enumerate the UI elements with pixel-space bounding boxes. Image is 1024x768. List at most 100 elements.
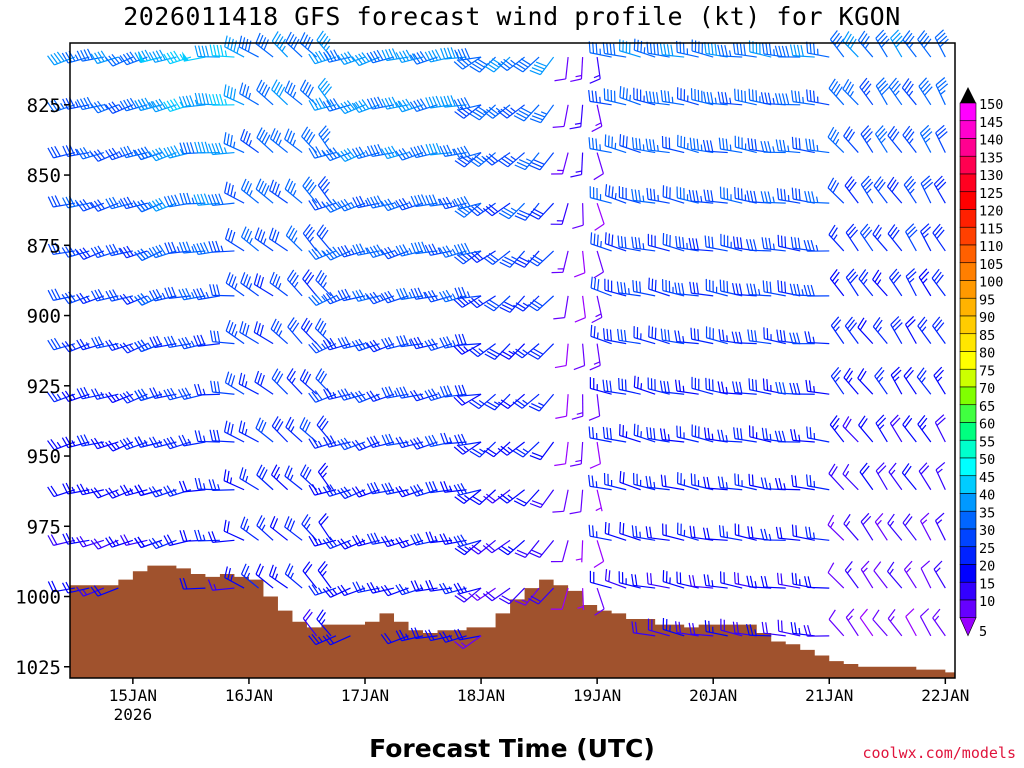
wind-barb xyxy=(676,472,699,491)
wind-barb xyxy=(569,489,584,515)
credit-link[interactable]: coolwx.com/models xyxy=(862,744,1016,762)
wind-barb xyxy=(149,335,177,349)
wind-barb xyxy=(748,88,772,106)
colorbar-label: 90 xyxy=(979,310,995,326)
wind-barb xyxy=(366,291,395,305)
wind-barb xyxy=(604,232,627,252)
wind-barb xyxy=(574,295,586,323)
wind-barb xyxy=(90,149,119,162)
wind-barb xyxy=(256,127,274,154)
wind-barb xyxy=(105,487,134,499)
wind-barb xyxy=(366,532,395,545)
wind-barb xyxy=(919,124,933,153)
wind-barb xyxy=(844,316,859,344)
wind-barb xyxy=(337,336,366,349)
wind-barb xyxy=(602,328,627,345)
wind-barb xyxy=(806,474,830,491)
wind-barb xyxy=(732,381,757,395)
wind-barb xyxy=(299,369,318,395)
wind-barb xyxy=(395,386,424,399)
wind-barb xyxy=(748,425,772,443)
wind-barb xyxy=(718,329,743,345)
wind-barb xyxy=(590,324,612,345)
wind-barb xyxy=(453,483,482,496)
wind-barb xyxy=(105,196,134,210)
wind-barb xyxy=(917,316,932,344)
wind-barb xyxy=(268,227,288,252)
wind-barb xyxy=(512,56,540,73)
wind-barb xyxy=(302,561,318,589)
wind-barb xyxy=(286,368,303,395)
wind-barb xyxy=(454,286,482,300)
wind-barb xyxy=(271,31,289,58)
wind-barb xyxy=(302,269,318,297)
wind-barb xyxy=(602,426,627,443)
wind-barb xyxy=(207,579,235,591)
wind-barb xyxy=(554,56,569,82)
wind-barb xyxy=(438,631,467,643)
wind-barb xyxy=(193,334,220,347)
colorbar-label: 150 xyxy=(979,97,1003,113)
x-axis-title: Forecast Time (UTC) xyxy=(369,734,655,763)
wind-barb xyxy=(224,228,245,252)
wind-barb xyxy=(791,524,815,541)
wind-barb xyxy=(803,239,830,252)
wind-barb xyxy=(603,473,627,491)
wind-barb xyxy=(395,98,424,113)
wind-barb xyxy=(255,32,274,58)
wind-barb xyxy=(239,82,259,106)
wind-barb xyxy=(134,293,163,306)
wind-barb xyxy=(253,273,274,297)
wind-barb xyxy=(842,78,859,106)
wind-barb xyxy=(527,250,555,267)
wind-barb xyxy=(761,621,786,637)
wind-barb xyxy=(119,391,148,404)
wind-barb xyxy=(588,394,601,421)
wind-barb xyxy=(90,585,119,597)
wind-barb xyxy=(302,608,318,637)
wind-barb xyxy=(717,476,743,491)
wind-barb xyxy=(805,138,830,154)
wind-barb xyxy=(482,202,511,217)
plot-border xyxy=(69,42,956,679)
wind-barb xyxy=(134,388,163,402)
wind-barb xyxy=(619,134,641,154)
wind-barb xyxy=(239,467,259,491)
colorbar-swatch xyxy=(959,315,977,335)
wind-barb xyxy=(618,571,641,589)
wind-barb xyxy=(631,137,656,154)
wind-barb xyxy=(662,185,685,204)
wind-barb xyxy=(901,78,917,106)
wind-barb xyxy=(438,289,467,303)
wind-barb xyxy=(618,39,641,58)
wind-barb xyxy=(62,532,90,545)
wind-barb xyxy=(513,489,540,507)
wind-barb xyxy=(90,487,119,499)
wind-barb xyxy=(888,268,903,297)
wind-barb xyxy=(689,525,714,541)
wind-barb xyxy=(803,625,830,637)
wind-barb xyxy=(469,56,496,73)
wind-barb xyxy=(90,100,119,114)
wind-barb xyxy=(703,427,728,443)
wind-barb xyxy=(178,434,206,447)
wind-barb xyxy=(633,375,656,395)
y-tick-label: 1025 xyxy=(15,657,61,679)
wind-barb xyxy=(194,141,220,154)
wind-barb xyxy=(286,269,303,297)
wind-barb xyxy=(554,441,569,467)
wind-barb xyxy=(148,197,177,212)
wind-barb xyxy=(469,441,496,458)
wind-barb xyxy=(483,104,511,119)
wind-barb xyxy=(528,587,555,605)
x-tick-label: 18JAN xyxy=(457,686,505,705)
colorbar-label: 125 xyxy=(979,186,1003,202)
wind-barb xyxy=(424,388,453,401)
wind-barb xyxy=(270,318,289,345)
wind-barb xyxy=(704,42,728,58)
wind-barb xyxy=(552,489,569,513)
wind-barb xyxy=(254,227,274,252)
wind-barb xyxy=(746,283,772,297)
wind-barb xyxy=(483,56,511,73)
